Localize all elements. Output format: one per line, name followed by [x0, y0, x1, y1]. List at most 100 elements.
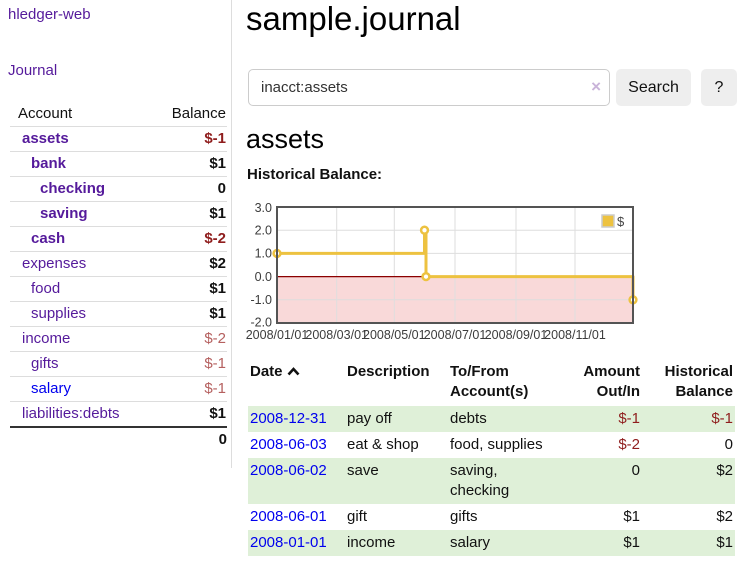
transaction-balance: 0	[724, 436, 733, 453]
account-balance: $1	[147, 201, 227, 227]
chart-svg: $ 3.0 2.0 1.0 0.0 -1.0 -2.0 2008/01/01 2…	[246, 201, 638, 342]
balance-column-header: Balance	[171, 105, 226, 122]
transaction-description: gift	[347, 508, 368, 525]
account-link-expenses[interactable]: expenses	[22, 255, 87, 272]
accounts-table: Account Balance assets $-1 bank $1 check…	[10, 102, 227, 452]
transaction-amount: $1	[623, 508, 640, 525]
x-tick: 2008/01/01	[246, 328, 309, 342]
account-link-liabilities-debts[interactable]: liabilities:debts	[22, 405, 120, 422]
account-balance: $1	[147, 301, 227, 327]
sidebar-item-journal[interactable]: Journal	[8, 62, 58, 79]
account-row: cash $-2	[10, 226, 227, 252]
legend-swatch-icon	[601, 214, 615, 228]
register-row: 2008-01-01 income salary $1 $1	[248, 530, 735, 556]
account-link-food[interactable]: food	[31, 280, 61, 297]
register-row: 2008-12-31 pay off debts $-1 $-1	[248, 406, 735, 432]
sidebar: hledger-web Journal Account Balance asse…	[0, 0, 232, 468]
register-header-row: Date Description To/From Account(s) Amou…	[248, 360, 735, 406]
account-balance: 0	[147, 176, 227, 202]
account-row: checking 0	[10, 176, 227, 202]
historical-balance-chart: $ 3.0 2.0 1.0 0.0 -1.0 -2.0 2008/01/01 2…	[244, 200, 644, 348]
x-tick: 2008/05/01	[363, 328, 426, 342]
transaction-date-link[interactable]: 2008-06-01	[250, 508, 327, 525]
account-link-income[interactable]: income	[22, 330, 71, 347]
register-row: 2008-06-03 eat & shop food, supplies $-2…	[248, 432, 735, 458]
account-balance: $1	[147, 276, 227, 302]
account-row: assets $-1	[10, 126, 227, 152]
sort-ascending-icon	[287, 362, 300, 382]
account-link-cash[interactable]: cash	[31, 230, 66, 247]
transaction-date-link[interactable]: 2008-06-02	[250, 462, 327, 479]
x-tick: 2008/03/01	[305, 328, 368, 342]
account-row: expenses $2	[10, 251, 227, 277]
transaction-description: save	[347, 462, 379, 479]
account-link-gifts[interactable]: gifts	[31, 355, 59, 372]
accounts-total-row: 0	[10, 426, 227, 452]
transaction-amount: $-1	[618, 410, 640, 427]
amount-column-header: Amount Out/In	[583, 363, 640, 400]
description-column-header: Description	[347, 363, 430, 380]
account-link-supplies[interactable]: supplies	[31, 305, 87, 322]
brand-link[interactable]: hledger-web	[8, 6, 91, 23]
balance-column-header: Historical Balance	[664, 363, 733, 400]
account-row: bank $1	[10, 151, 227, 177]
y-tick: -2.0	[250, 316, 272, 330]
account-balance: $-2	[147, 226, 227, 252]
date-column-header[interactable]: Date	[248, 360, 345, 406]
account-balance: $-1	[147, 126, 227, 152]
x-tick: 2008/11/01	[544, 328, 606, 342]
transaction-description: income	[347, 534, 396, 551]
account-link-checking[interactable]: checking	[40, 180, 106, 197]
account-link-bank[interactable]: bank	[31, 155, 67, 172]
account-link-assets[interactable]: assets	[22, 130, 69, 147]
account-balance: $-1	[147, 376, 227, 402]
search-input[interactable]	[248, 69, 610, 106]
search-button[interactable]: Search	[616, 69, 691, 106]
transaction-date-link[interactable]: 2008-12-31	[250, 410, 327, 427]
account-row: income $-2	[10, 326, 227, 352]
transaction-balance: $1	[716, 534, 733, 551]
y-tick: 1.0	[255, 247, 272, 261]
transaction-description: pay off	[347, 410, 392, 427]
account-row: saving $1	[10, 201, 227, 227]
register-row: 2008-06-02 save saving, checking 0 $2	[248, 458, 735, 504]
account-heading: assets	[246, 124, 325, 154]
help-button[interactable]: ?	[701, 69, 737, 106]
chart-title: Historical Balance:	[247, 166, 383, 183]
transaction-accounts: saving, checking	[450, 462, 510, 499]
x-tick: 2008/09/01	[485, 328, 548, 342]
clear-search-icon[interactable]: ×	[591, 77, 601, 96]
transaction-accounts: food, supplies	[450, 436, 543, 453]
transaction-date-link[interactable]: 2008-06-03	[250, 436, 327, 453]
page-title: sample.journal	[246, 0, 461, 37]
account-link-salary[interactable]: salary	[31, 380, 72, 397]
account-balance: $2	[147, 251, 227, 277]
account-link-saving[interactable]: saving	[40, 205, 88, 222]
legend-label: $	[617, 214, 625, 229]
accounts-column-header: To/From Account(s)	[450, 363, 529, 400]
transaction-balance: $2	[716, 508, 733, 525]
transaction-amount: 0	[631, 462, 640, 479]
transaction-amount: $-2	[618, 436, 640, 453]
transaction-description: eat & shop	[347, 436, 419, 453]
accounts-total-value: 0	[147, 426, 227, 452]
accounts-header-row: Account Balance	[10, 102, 227, 127]
account-row: food $1	[10, 276, 227, 302]
register-row: 2008-06-01 gift gifts $1 $2	[248, 504, 735, 530]
account-balance: $1	[147, 151, 227, 177]
date-header-label: Date	[250, 363, 283, 380]
account-row: salary $-1	[10, 376, 227, 402]
x-tick: 2008/07/01	[424, 328, 487, 342]
transaction-accounts: debts	[450, 410, 487, 427]
chart-x-axis: 2008/01/01 2008/03/01 2008/05/01 2008/07…	[246, 328, 606, 342]
transaction-accounts: salary	[450, 534, 491, 551]
chart-y-axis: 3.0 2.0 1.0 0.0 -1.0 -2.0	[250, 201, 272, 330]
account-balance: $-2	[147, 326, 227, 352]
account-balance: $1	[147, 401, 227, 427]
transaction-date-link[interactable]: 2008-01-01	[250, 534, 327, 551]
account-row: liabilities:debts $1	[10, 401, 227, 427]
y-tick: 3.0	[255, 201, 272, 215]
chart-border	[276, 206, 634, 324]
y-tick: 0.0	[255, 270, 272, 284]
transaction-balance: $-1	[711, 410, 733, 427]
